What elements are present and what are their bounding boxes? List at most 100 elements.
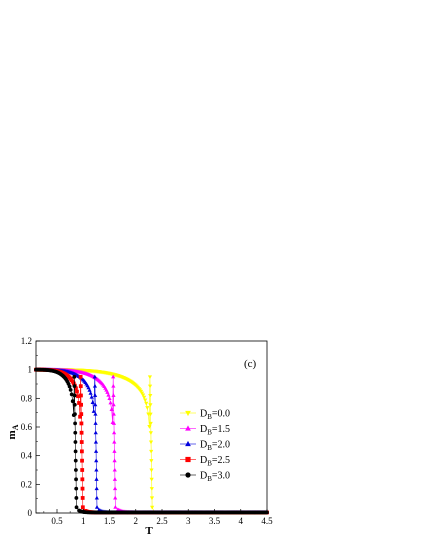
data-point [111,411,116,416]
data-point [111,421,117,425]
data-point [73,440,78,444]
data-point [147,425,152,429]
legend-marker [185,456,191,463]
data-point [112,430,117,435]
data-point [94,458,99,463]
data-point [74,468,78,472]
x-tick-label: 3.5 [209,516,221,526]
y-axis-title: mA [6,424,20,439]
data-point [148,412,153,417]
data-point [111,383,116,388]
data-point [79,440,84,444]
data-point [91,409,96,413]
data-point [79,412,84,416]
data-point [139,391,145,396]
data-point [112,477,117,481]
data-point [149,477,154,482]
data-point [94,486,99,491]
panel-label: (c) [244,358,257,370]
data-point [94,467,99,472]
data-point [73,421,78,426]
data-point [78,374,83,379]
x-tick-label: 1.5 [104,516,116,526]
data-point [143,398,148,403]
data-point [80,486,85,491]
data-point [79,449,84,454]
data-point [113,495,118,500]
data-point [93,411,98,416]
data-point [149,449,154,454]
data-point [79,430,84,435]
data-point [113,504,118,509]
data-point [72,393,77,398]
data-point [76,394,80,399]
data-point [79,421,84,426]
data-point [112,439,117,444]
data-point [141,393,146,398]
data-point [79,402,83,407]
y-tick-label: 1 [28,365,33,375]
legend-label: DB=0.0 [200,409,230,422]
x-tick-label: 2 [134,516,139,526]
legend-item: DB=0.0 [180,409,230,422]
data-point [111,393,116,397]
legend-label: DB=2.0 [200,440,230,453]
data-point [70,399,75,404]
data-point [93,430,98,435]
data-point [74,496,79,500]
data-point [74,486,79,491]
y-tick-label: 1.2 [21,336,32,346]
data-point [73,458,78,463]
data-point [93,439,98,444]
data-point [149,487,154,491]
data-point [78,384,83,389]
legend-label: DB=1.5 [200,424,230,437]
data-point [80,505,85,510]
data-point [108,400,113,405]
data-point [67,384,72,389]
data-point [147,384,153,389]
data-point [149,459,154,463]
data-point [148,421,153,426]
data-point [149,496,155,501]
data-point [94,504,100,509]
data-point [73,449,78,454]
y-tick-label: 0.8 [21,393,33,403]
data-point [69,392,74,397]
data-point [89,394,94,399]
y-tick-label: 0 [28,508,33,518]
data-point [94,477,99,481]
data-point [73,412,77,416]
data-point [72,402,77,407]
data-point [112,467,117,472]
data-point [88,390,93,395]
data-point [144,401,149,406]
data-point [77,401,81,405]
data-point [111,374,116,379]
data-point [90,400,95,405]
data-point [93,393,98,397]
legend-marker [185,440,191,447]
legend-item: DB=1.5 [180,424,230,437]
data-point [73,430,78,435]
ticks-layer: 0.5 1 1.5 2 2.5 3 3.5 4 4.5 0 0.2 0.4 0.6 0.8 1 1.2 [21,336,273,526]
data-point [80,496,85,500]
data-point [111,402,116,407]
legend-item: DB=2.5 [180,455,230,468]
data-point [78,414,82,419]
data-point [80,468,85,472]
x-tick-label: 0.5 [51,516,63,526]
data-point [94,495,99,500]
x-tick-label: 4 [239,516,244,526]
legend-item: DB=2.0 [180,440,230,453]
data-point [112,449,117,453]
data-point [145,406,150,410]
data-point [92,383,98,388]
legend-marker [185,472,191,478]
x-tick-label: 3 [186,516,191,526]
data-point [142,395,147,400]
data-point [106,392,111,397]
data-point [93,402,98,407]
data-point [109,407,114,411]
